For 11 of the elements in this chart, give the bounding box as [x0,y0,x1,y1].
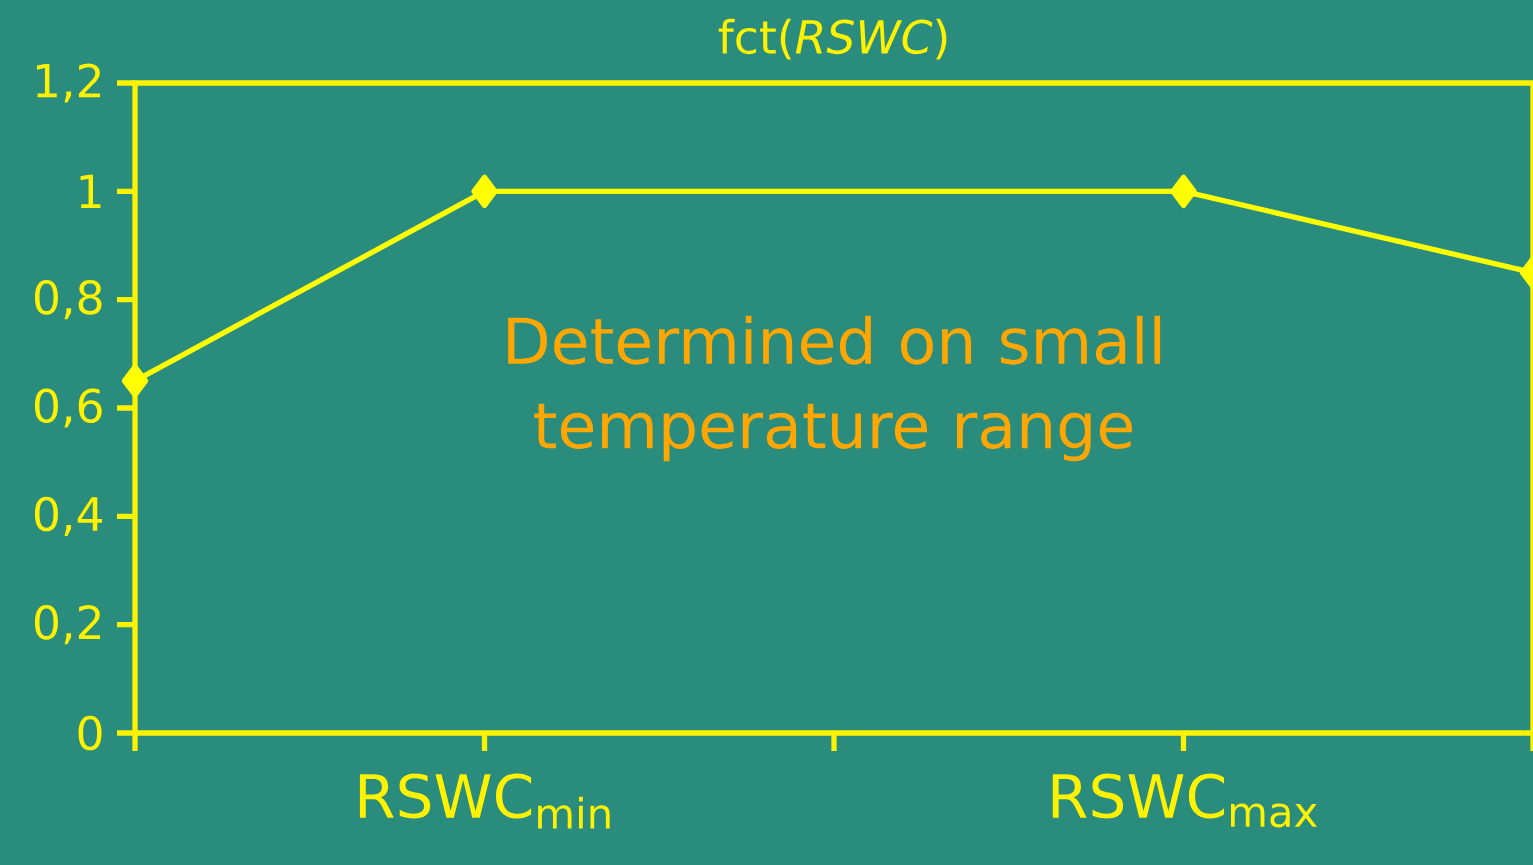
y-tick-label: 1 [80,174,101,208]
y-tick-label: 0,8 [34,280,102,320]
chart-title: fct(RSWC) [718,18,947,60]
x-tick-label: RSWC$_{min}$ [359,773,610,829]
y-tick-label: 1,2 [36,63,100,103]
y-tick-label: 0 [78,715,102,751]
x-tick-label: RSWC$_{max}$ [1052,773,1317,828]
y-tick-label: 0,2 [34,605,100,645]
y-tick-label: 0,4 [34,496,103,536]
annotation: Determined on small temperature range [508,315,1161,462]
y-tick-label: 0,6 [34,388,102,428]
